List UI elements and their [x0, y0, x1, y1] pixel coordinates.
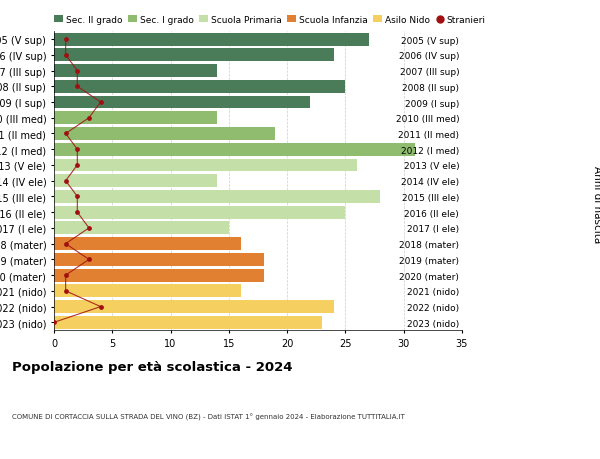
Bar: [54, 190, 380, 203]
Bar: [54, 316, 322, 329]
Point: [73, 162, 82, 169]
Point: [61, 52, 70, 59]
Point: [84, 256, 94, 263]
Text: Popolazione per età scolastica - 2024: Popolazione per età scolastica - 2024: [12, 360, 293, 373]
Point: [73, 193, 82, 201]
Bar: [54, 253, 264, 266]
Point: [73, 84, 82, 91]
Point: [84, 115, 94, 122]
Point: [73, 209, 82, 216]
Bar: [54, 96, 310, 109]
Bar: [54, 301, 334, 313]
Bar: [54, 144, 415, 157]
Point: [73, 146, 82, 154]
Point: [96, 303, 106, 311]
Bar: [54, 222, 229, 235]
Bar: [54, 49, 334, 62]
Bar: [54, 159, 357, 172]
Text: Anni di nascita: Anni di nascita: [592, 166, 600, 243]
Text: COMUNE DI CORTACCIA SULLA STRADA DEL VINO (BZ) - Dati ISTAT 1° gennaio 2024 - El: COMUNE DI CORTACCIA SULLA STRADA DEL VIN…: [12, 413, 405, 420]
Point: [61, 178, 70, 185]
Bar: [54, 269, 264, 282]
Bar: [54, 206, 346, 219]
Bar: [54, 112, 217, 125]
Bar: [54, 128, 275, 140]
Bar: [54, 34, 369, 46]
Point: [61, 241, 70, 248]
Bar: [54, 65, 217, 78]
Point: [61, 287, 70, 295]
Bar: [54, 175, 217, 188]
Point: [61, 272, 70, 279]
Point: [96, 99, 106, 106]
Bar: [54, 285, 241, 297]
Legend: Sec. II grado, Sec. I grado, Scuola Primaria, Scuola Infanzia, Asilo Nido, Stran: Sec. II grado, Sec. I grado, Scuola Prim…: [55, 16, 486, 25]
Point: [49, 319, 59, 326]
Point: [84, 225, 94, 232]
Bar: [54, 81, 346, 94]
Point: [61, 130, 70, 138]
Bar: [54, 238, 241, 251]
Point: [61, 36, 70, 44]
Point: [73, 68, 82, 75]
